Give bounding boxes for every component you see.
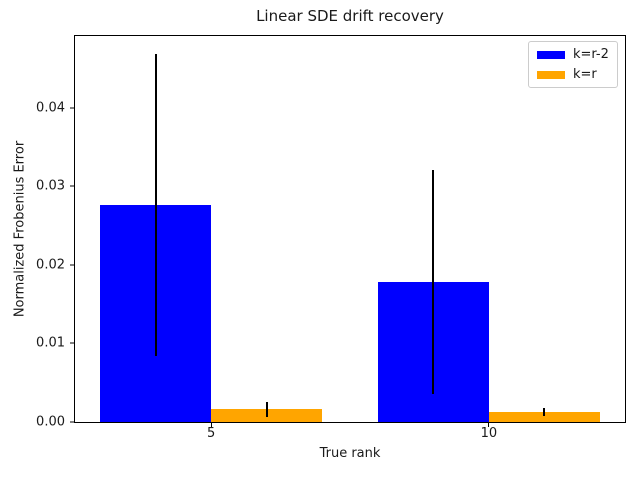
x-tick-mark — [488, 423, 490, 427]
y-tick-label: 0.03 — [36, 178, 65, 194]
x-tick-label: 5 — [206, 426, 216, 441]
error-bar-k=r-2-rank-10 — [432, 170, 435, 394]
x-axis-label: True rank — [319, 446, 381, 461]
y-tick-label: 0.01 — [36, 335, 65, 351]
error-bar-k=r-2-rank-5 — [154, 54, 157, 356]
legend-label: k=r-2 — [573, 47, 609, 62]
y-tick-label: 0.02 — [36, 257, 65, 273]
y-tick-mark — [70, 185, 74, 187]
legend-swatch — [537, 70, 565, 79]
x-tick-label: 10 — [480, 426, 498, 441]
y-tick-label: 0.00 — [36, 414, 65, 430]
error-bar-k=r-rank-10 — [543, 407, 546, 416]
x-tick-mark — [210, 423, 212, 427]
y-tick-mark — [70, 421, 74, 423]
y-tick-mark — [70, 342, 74, 344]
legend-label: k=r — [573, 67, 597, 82]
bar-k=r-rank-10 — [488, 411, 600, 422]
legend-item-k=r-2: k=r-2 — [537, 47, 609, 62]
y-tick-label: 0.04 — [36, 100, 65, 116]
legend-item-k=r: k=r — [537, 67, 609, 82]
y-tick-mark — [70, 264, 74, 266]
y-axis-label: Normalized Frobenius Error — [12, 140, 28, 318]
chart-title: Linear SDE drift recovery — [256, 7, 444, 25]
legend: k=r-2 k=r — [528, 41, 618, 88]
y-tick-mark — [70, 107, 74, 109]
legend-swatch — [537, 50, 565, 59]
error-bar-k=r-rank-5 — [265, 401, 268, 418]
plot-area — [74, 35, 626, 423]
